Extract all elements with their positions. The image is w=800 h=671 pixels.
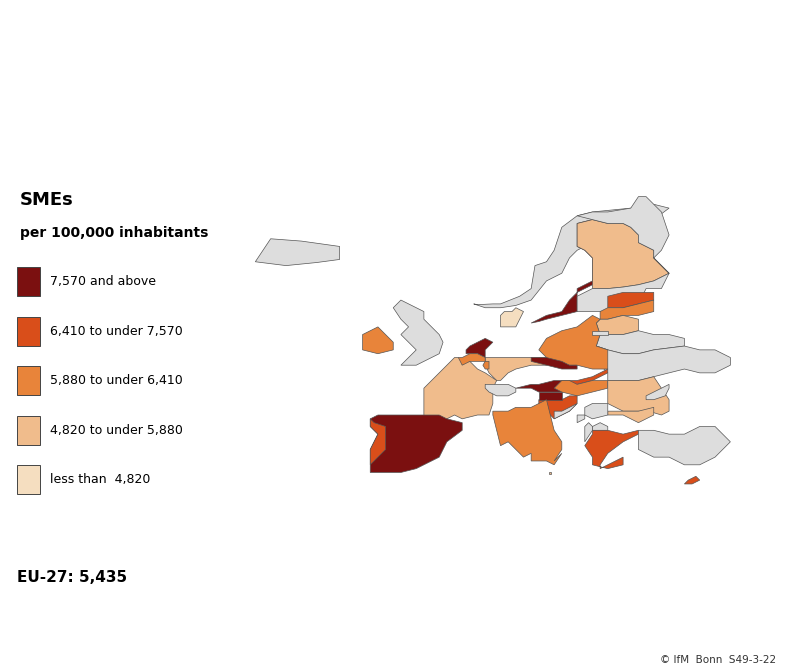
- Polygon shape: [585, 403, 608, 419]
- Polygon shape: [485, 384, 516, 396]
- Polygon shape: [370, 415, 462, 472]
- Polygon shape: [554, 380, 608, 396]
- Polygon shape: [466, 338, 493, 358]
- Polygon shape: [531, 219, 623, 323]
- Polygon shape: [593, 331, 608, 335]
- Text: SMEs: SMEs: [19, 191, 74, 209]
- Polygon shape: [516, 380, 570, 392]
- Polygon shape: [394, 300, 443, 365]
- Text: less than  4,820: less than 4,820: [50, 474, 150, 486]
- Polygon shape: [531, 358, 577, 369]
- Text: EU-27: 5,435: EU-27: 5,435: [18, 570, 127, 585]
- Polygon shape: [577, 415, 585, 423]
- Text: © IfM  Bonn  S49-3-22: © IfM Bonn S49-3-22: [660, 656, 776, 665]
- Polygon shape: [600, 300, 654, 319]
- Polygon shape: [596, 315, 638, 335]
- Text: 6,410 to under 7,570: 6,410 to under 7,570: [50, 325, 182, 338]
- Polygon shape: [577, 219, 669, 289]
- Polygon shape: [255, 239, 340, 266]
- Polygon shape: [570, 369, 608, 384]
- Polygon shape: [593, 423, 608, 430]
- Polygon shape: [362, 327, 394, 354]
- Text: 7,570 and above: 7,570 and above: [50, 275, 156, 289]
- Polygon shape: [554, 403, 577, 419]
- FancyBboxPatch shape: [18, 267, 41, 297]
- Polygon shape: [585, 430, 638, 468]
- Polygon shape: [596, 331, 684, 354]
- Text: 4,820 to under 5,880: 4,820 to under 5,880: [50, 424, 182, 437]
- Polygon shape: [501, 308, 523, 327]
- Polygon shape: [485, 358, 546, 380]
- Polygon shape: [608, 376, 669, 415]
- Polygon shape: [608, 407, 654, 423]
- Polygon shape: [539, 392, 562, 400]
- Polygon shape: [458, 354, 485, 365]
- Text: 5,880 to under 6,410: 5,880 to under 6,410: [50, 374, 182, 387]
- Polygon shape: [539, 396, 577, 419]
- FancyBboxPatch shape: [18, 416, 41, 445]
- FancyBboxPatch shape: [18, 466, 41, 495]
- Polygon shape: [424, 358, 497, 423]
- Polygon shape: [585, 423, 593, 442]
- Polygon shape: [608, 293, 654, 308]
- Text: per 100,000 inhabitants: per 100,000 inhabitants: [19, 225, 208, 240]
- Polygon shape: [638, 427, 730, 465]
- Polygon shape: [646, 384, 669, 400]
- Polygon shape: [483, 362, 489, 369]
- Polygon shape: [493, 400, 562, 465]
- FancyBboxPatch shape: [18, 317, 41, 346]
- Polygon shape: [577, 197, 669, 311]
- FancyBboxPatch shape: [18, 366, 41, 395]
- Polygon shape: [684, 476, 700, 484]
- Polygon shape: [370, 419, 386, 465]
- Polygon shape: [596, 346, 730, 380]
- Polygon shape: [549, 472, 551, 474]
- Polygon shape: [474, 204, 669, 308]
- Polygon shape: [539, 315, 608, 369]
